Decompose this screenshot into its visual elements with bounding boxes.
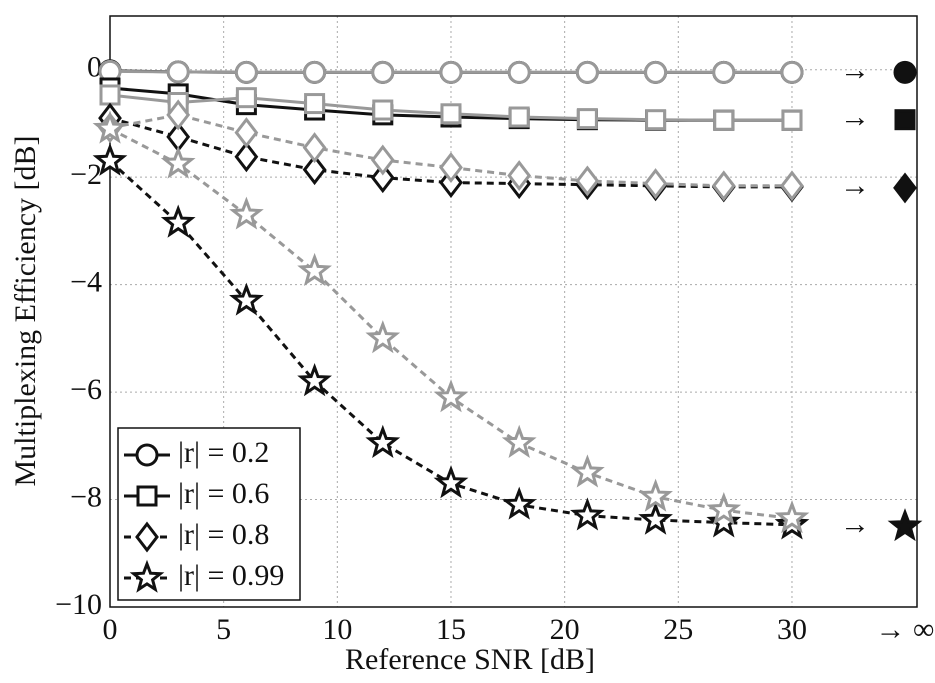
marker: [780, 60, 804, 84]
marker: [570, 497, 605, 531]
marker: [780, 170, 804, 202]
x-axis-label: Reference SNR [dB]: [345, 643, 595, 676]
marker: [371, 60, 395, 84]
x-tick-label: 30: [777, 613, 807, 646]
x-tick-label: 10: [322, 613, 352, 646]
marker: [893, 60, 917, 84]
marker: [234, 141, 259, 173]
marker: [893, 172, 917, 204]
plot-frame: [109, 15, 918, 608]
marker: [166, 60, 190, 84]
legend-marker: [135, 443, 159, 467]
legend-label: |r| = 0.6: [178, 477, 269, 510]
marker: [643, 168, 668, 200]
marker: [501, 424, 537, 458]
limit-arrow: →: [840, 507, 870, 540]
marker: [501, 486, 537, 520]
legend-marker: [129, 559, 165, 593]
marker: [575, 165, 600, 197]
marker: [576, 108, 598, 130]
marker: [575, 60, 599, 84]
marker: [706, 504, 742, 538]
marker: [644, 60, 668, 84]
y-tick-label: −6: [70, 373, 102, 406]
marker: [638, 501, 673, 535]
marker: [507, 160, 532, 192]
marker: [235, 87, 257, 109]
legend-label: |r| = 0.2: [178, 436, 269, 469]
y-tick-label: −4: [70, 266, 102, 299]
marker: [234, 117, 259, 149]
marker: [372, 99, 394, 121]
legend-label: |r| = 0.99: [178, 559, 284, 592]
marker: [433, 465, 469, 499]
marker: [297, 362, 332, 397]
marker: [229, 196, 264, 230]
legend-label: |r| = 0.8: [178, 518, 269, 551]
limit-arrow: →: [840, 101, 870, 134]
marker: [507, 60, 531, 84]
marker: [439, 60, 463, 84]
marker: [645, 109, 667, 131]
limit-arrow: →: [840, 169, 870, 202]
marker: [887, 508, 923, 542]
y-tick-label: 0: [87, 51, 102, 84]
marker: [234, 60, 258, 84]
x-tick-label: 0: [103, 613, 118, 646]
marker: [638, 478, 673, 512]
marker: [370, 162, 395, 194]
marker: [302, 154, 327, 186]
y-tick-label: −2: [70, 158, 102, 191]
marker: [160, 145, 196, 179]
x-tick-label: 15: [436, 613, 466, 646]
marker: [439, 152, 463, 183]
marker: [229, 282, 264, 316]
marker: [370, 144, 395, 176]
x-tick-label: 25: [663, 613, 693, 646]
marker: [297, 252, 332, 286]
marker: [166, 99, 191, 131]
marker: [303, 60, 327, 84]
marker: [508, 106, 530, 128]
marker: [433, 379, 469, 413]
legend-marker: [135, 521, 159, 553]
x-tick-label: 5: [216, 613, 231, 646]
marker: [440, 103, 462, 125]
y-tick-label: −10: [55, 588, 102, 621]
marker: [712, 60, 736, 84]
marker: [706, 492, 742, 526]
marker: [711, 170, 736, 202]
marker: [304, 93, 326, 115]
marker: [92, 110, 128, 144]
marker: [894, 109, 916, 131]
y-tick-label: −8: [70, 480, 102, 513]
marker: [774, 500, 810, 534]
marker: [99, 84, 121, 106]
marker: [92, 142, 128, 176]
marker: [365, 424, 401, 458]
legend: |r| = 0.2 |r| = 0.6 |r| = 0.8 |r| = 0.99: [117, 427, 301, 601]
x-tick-label: 20: [550, 613, 580, 646]
limit-label: → ∞: [876, 613, 935, 646]
marker: [365, 320, 401, 354]
y-axis-label: Multiplexing Efficiency [dB]: [9, 135, 42, 486]
marker: [570, 454, 605, 488]
marker: [302, 132, 327, 164]
marker: [713, 109, 735, 131]
marker: [160, 204, 196, 238]
marker: [781, 109, 803, 131]
limit-arrow: →: [840, 53, 870, 86]
legend-marker: [136, 485, 158, 507]
